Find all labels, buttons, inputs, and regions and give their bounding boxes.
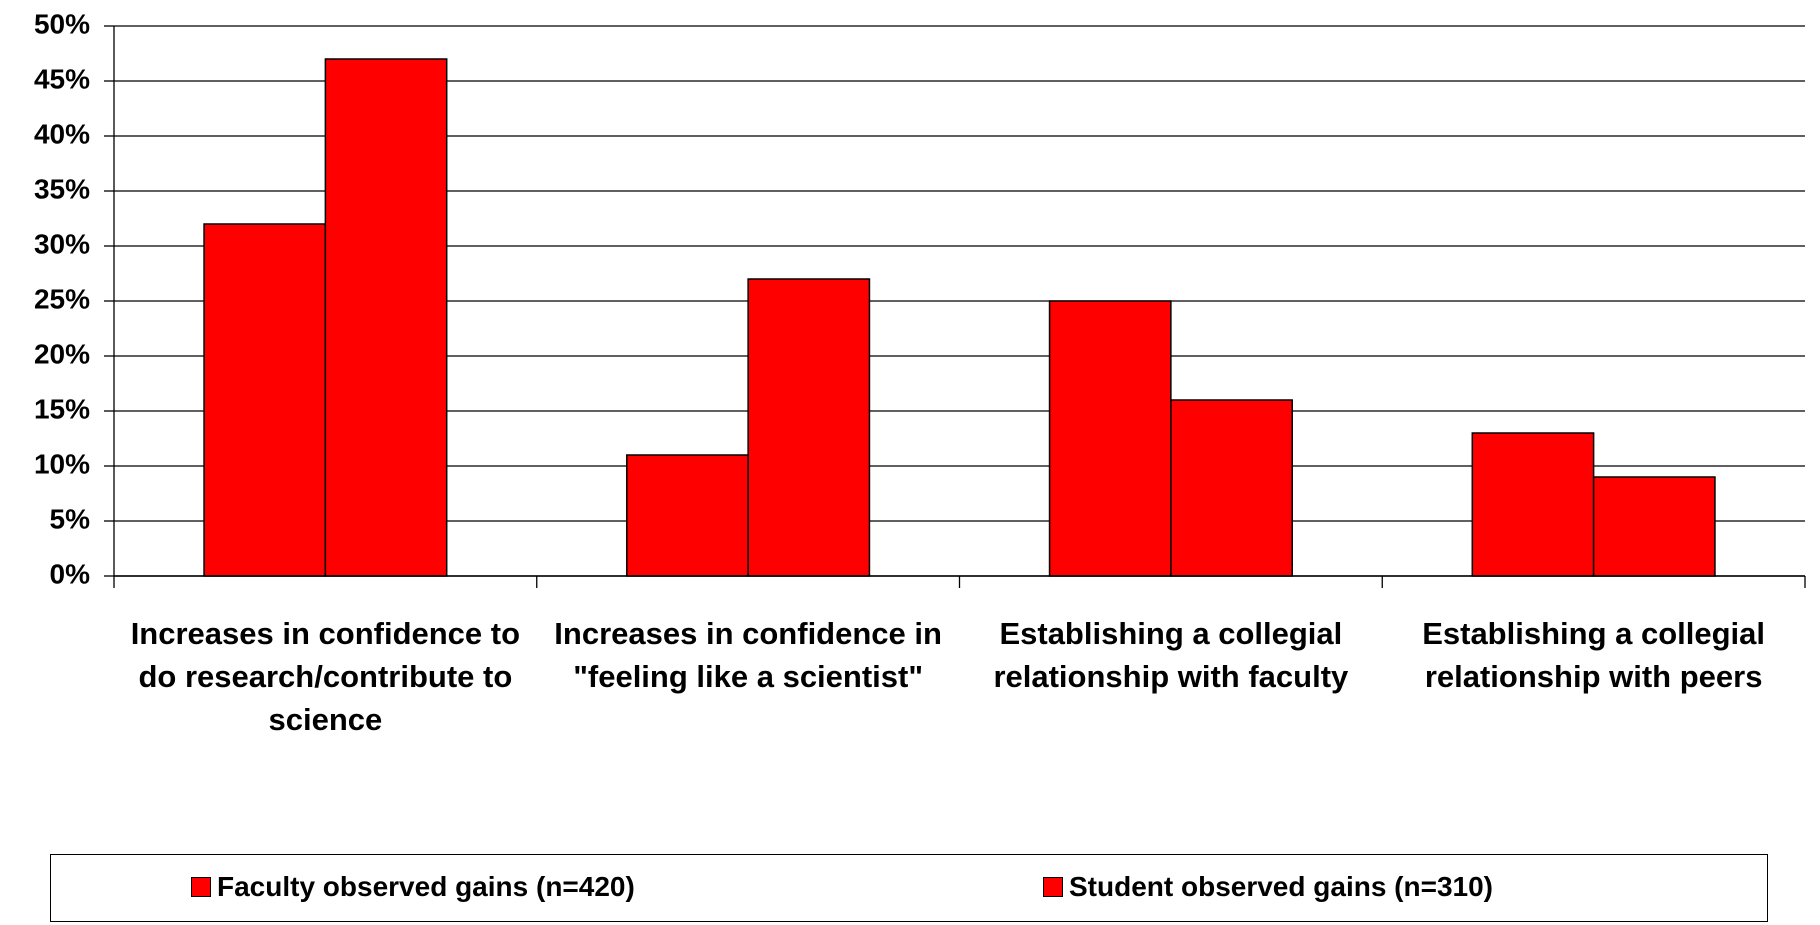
bar	[1170, 399, 1293, 577]
bar	[1592, 476, 1716, 577]
x-tick-label: Establishing a collegial relationship wi…	[993, 616, 1349, 694]
bar	[1471, 432, 1595, 577]
y-tick-label: 5%	[50, 503, 91, 534]
y-tick-label: 40%	[34, 118, 90, 149]
legend: Faculty observed gains (n=420) Student ob…	[50, 854, 1768, 922]
x-tick-label: Establishing a collegial relationship wi…	[1422, 616, 1766, 694]
legend-swatch	[191, 877, 211, 897]
y-tick-label: 35%	[34, 173, 90, 204]
bar	[1048, 300, 1172, 577]
x-tick-label: Increases in confidence to do research/c…	[130, 616, 521, 737]
bar	[626, 454, 749, 577]
legend-label: Student observed gains (n=310)	[1069, 871, 1493, 902]
legend-item: Faculty observed gains (n=420)	[191, 871, 635, 903]
y-tick-label: 20%	[34, 338, 90, 369]
x-tick-label: Increases in confidence in "feeling like…	[554, 616, 942, 694]
legend-swatch	[1043, 877, 1063, 897]
chart: 0% 5% 10% 15% 20% 25% 30% 35% 40% 45% 50%	[34, 8, 1806, 589]
bar	[747, 278, 871, 577]
y-tick-label: 30%	[34, 228, 90, 259]
y-tick-label: 25%	[34, 283, 90, 314]
y-tick-label: 50%	[34, 8, 90, 39]
y-tick-label: 15%	[34, 393, 90, 424]
y-tick-label: 45%	[34, 63, 90, 94]
legend-label: Faculty observed gains (n=420)	[217, 871, 635, 902]
y-tick-label: 10%	[34, 448, 90, 479]
bar	[203, 223, 327, 577]
y-tick-label: 0%	[50, 558, 91, 589]
legend-item: Student observed gains (n=310)	[1043, 871, 1493, 903]
bar	[324, 58, 448, 577]
